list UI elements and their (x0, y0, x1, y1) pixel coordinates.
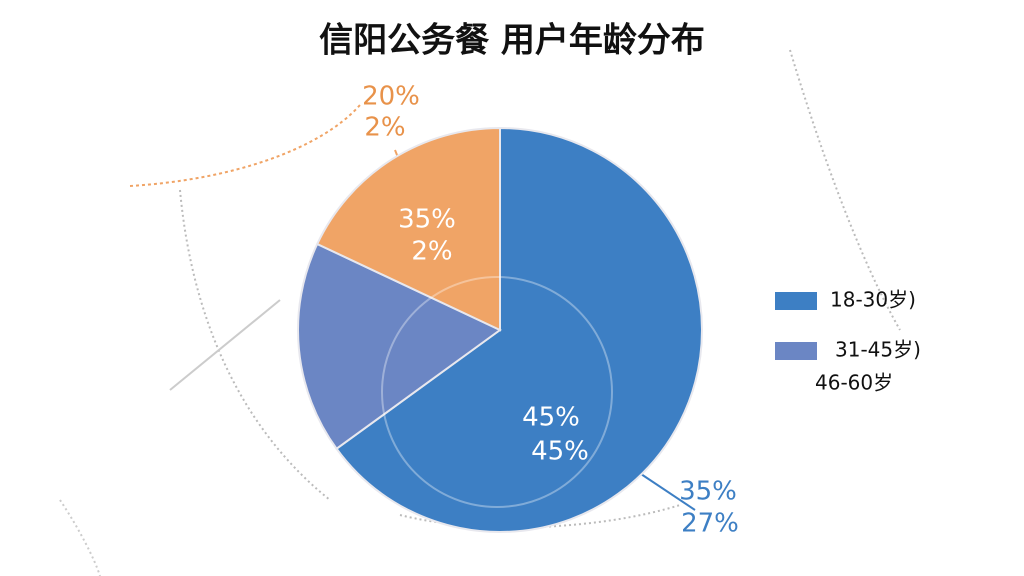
annotation: 35% (679, 477, 737, 507)
legend-label: 18-30岁) (830, 288, 916, 312)
annotation: 20% (362, 82, 420, 112)
pie-slice (297, 242, 502, 451)
annotation: 2% (411, 237, 452, 267)
pie-slice (315, 126, 501, 332)
annotation: 45% (531, 437, 589, 467)
legend: 18-30岁) 31-45岁) 46-60岁 (775, 288, 921, 395)
chart-title: 信阳公务餐 用户年龄分布 (319, 21, 705, 61)
legend-swatch (775, 342, 817, 360)
annotation: 45% (522, 403, 580, 433)
decoration-ring (381, 276, 613, 508)
pie (297, 126, 703, 533)
legend-label: 46-60岁 (815, 371, 893, 395)
annotations: 45%45%35%2%20%2%35%27% (362, 82, 739, 539)
annotation: 27% (681, 509, 739, 539)
legend-swatch (775, 292, 817, 310)
annotation: 35% (398, 205, 456, 235)
pie-slice (335, 126, 703, 533)
legend-label: 31-45岁) (835, 338, 921, 362)
annotation: 2% (364, 113, 405, 143)
